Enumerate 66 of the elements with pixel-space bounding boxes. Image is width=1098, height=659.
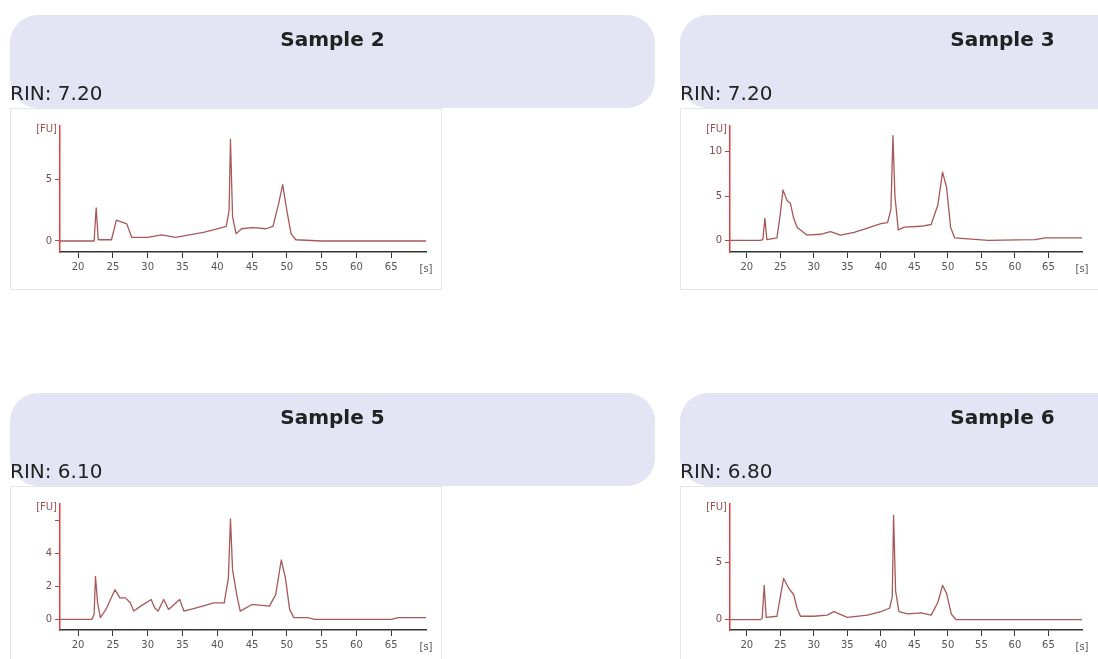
chart-title: Sample 3 (949, 27, 1056, 51)
x-tick-label: 55 (315, 260, 328, 272)
x-tick-label: 50 (941, 260, 955, 272)
x-tick-label: 50 (280, 638, 294, 650)
x-tick-label: 25 (773, 260, 787, 272)
chart-title: Sample 5 (279, 405, 386, 429)
x-tick-label: 55 (975, 638, 988, 650)
x-axis-title: [s] (1075, 640, 1089, 652)
y-tick-label: 2 (45, 579, 52, 591)
x-tick-label: 55 (975, 260, 988, 272)
x-tick-label: 25 (773, 638, 787, 650)
y-axis-title: [FU] (706, 122, 728, 134)
x-tick-label: 50 (280, 260, 294, 272)
y-tick-label: 0 (715, 613, 722, 625)
x-axis-title: [s] (419, 640, 433, 652)
x-tick-label: 20 (71, 638, 85, 650)
x-tick-label: 65 (384, 638, 398, 650)
x-tick-label: 30 (141, 260, 155, 272)
chart-subtitle: RIN: 6.80 (680, 459, 773, 483)
x-tick-label: 35 (176, 260, 189, 272)
y-tick-label: 10 (709, 145, 722, 157)
x-tick-label: 40 (874, 260, 888, 272)
y-tick-label: 0 (45, 234, 52, 246)
x-tick-label: 40 (210, 638, 224, 650)
chart-title: Sample 6 (949, 405, 1056, 429)
x-tick-label: 25 (106, 260, 120, 272)
y-tick-label: 5 (45, 173, 52, 185)
x-tick-label: 30 (807, 260, 821, 272)
x-tick-label: 65 (1042, 638, 1055, 650)
y-tick-label: 0 (715, 234, 722, 246)
x-tick-label: 40 (210, 260, 224, 272)
y-tick-label: 4 (45, 547, 52, 559)
x-tick-label: 65 (1042, 260, 1055, 272)
x-tick-label: 45 (908, 638, 921, 650)
x-tick-label: 50 (941, 638, 955, 650)
y-axis-title: [FU] (36, 500, 58, 512)
y-tick-label: 5 (715, 189, 722, 201)
x-tick-label: 30 (141, 638, 155, 650)
x-tick-label: 60 (1008, 260, 1022, 272)
x-tick-label: 20 (71, 260, 85, 272)
x-tick-label: 45 (245, 638, 259, 650)
x-tick-label: 45 (908, 260, 921, 272)
x-tick-label: 30 (807, 638, 821, 650)
x-tick-label: 45 (245, 260, 259, 272)
x-tick-label: 55 (315, 638, 328, 650)
y-axis-title: [FU] (706, 500, 728, 512)
y-tick-label: 5 (715, 556, 722, 568)
x-tick-label: 60 (1008, 638, 1022, 650)
x-tick-label: 35 (840, 638, 854, 650)
x-tick-label: 65 (384, 260, 398, 272)
chart-subtitle: RIN: 6.10 (10, 459, 103, 483)
x-axis-title: [s] (419, 262, 433, 274)
x-tick-label: 35 (176, 638, 189, 650)
chart-title: Sample 2 (279, 27, 386, 51)
y-axis-title: [FU] (36, 122, 58, 134)
chart-subtitle: RIN: 7.20 (10, 81, 103, 105)
x-axis-title: [s] (1075, 262, 1089, 274)
x-tick-label: 60 (350, 260, 363, 272)
x-tick-label: 25 (106, 638, 120, 650)
y-tick-label: 0 (45, 612, 52, 624)
x-tick-label: 35 (840, 260, 854, 272)
x-tick-label: 40 (874, 638, 888, 650)
x-tick-label: 60 (350, 638, 363, 650)
chart-subtitle: RIN: 7.20 (680, 81, 773, 105)
x-tick-label: 20 (740, 260, 754, 272)
x-tick-label: 20 (740, 638, 754, 650)
